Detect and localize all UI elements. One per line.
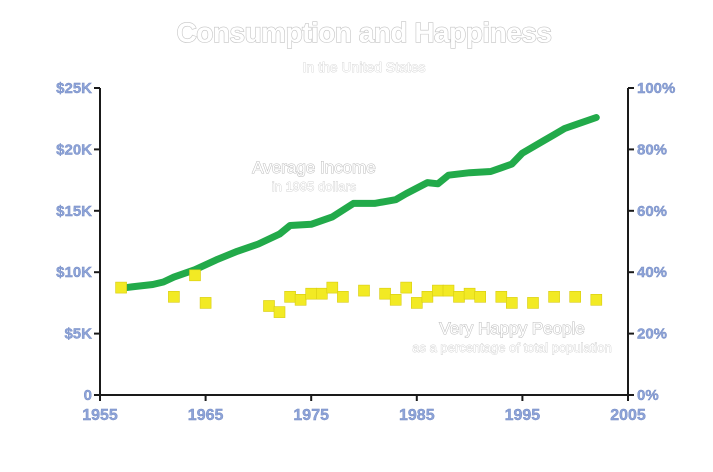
income-series-sublabel: in 1995 dollars [272,179,357,194]
happy-data-point [505,297,518,309]
x-axis-tick-label: 1985 [399,407,435,424]
happy-data-point [337,290,349,303]
x-axis-tick-label: 2005 [610,407,646,424]
happy-data-point [442,284,455,297]
right-axis-tick-label: 40% [637,264,667,281]
x-axis-tick-label: 1975 [293,407,329,424]
happy-data-point [453,290,465,303]
income-series-label: Average Income [252,158,375,177]
left-axis-tick-label: 0 [84,387,92,404]
right-axis-tick-label: 60% [637,203,667,220]
right-axis-tick-label: 0% [637,387,659,404]
happy-data-point [379,287,391,300]
right-axis-tick-label: 80% [637,141,667,158]
happy-data-point [463,287,476,300]
happy-data-point [326,281,339,294]
happy-data-point [400,281,413,294]
happy-data-point [548,290,560,303]
happy-data-point [590,293,603,306]
axes [94,87,634,401]
happy-data-point [432,284,444,297]
happy-data-point [168,290,180,303]
chart-subtitle: In the United States [303,59,426,75]
plot-area [115,114,603,318]
happy-data-point [410,297,423,309]
left-axis-tick-label: $20K [56,141,92,158]
x-axis-tick-label: 1965 [188,407,224,424]
happy-data-point [421,290,434,303]
happy-data-point [474,290,487,303]
happy-data-point [273,306,286,318]
left-axis-tick-label: $10K [56,264,92,281]
happy-data-point [294,293,307,306]
happy-data-point [189,269,201,282]
happy-series-label: Very Happy People [439,319,585,338]
happy-data-point [358,284,370,297]
happy-series-sublabel: as a percentage of total population [412,340,611,355]
happy-data-point [527,297,539,309]
x-axis-tick-label: 1995 [505,407,541,424]
happy-data-point [495,290,508,303]
left-axis-tick-label: $15K [56,203,92,220]
x-axis-tick-label: 1955 [82,407,118,424]
left-axis-tick-label: $5K [64,326,92,343]
happy-data-point [389,293,402,306]
right-axis-tick-label: 100% [637,80,675,97]
happy-data-point [284,290,296,303]
tick-labels: 0 $5K $10K $15K $20K $25K 0% 20% 40% 60% 80% 100% 19… [56,80,676,424]
income-series-line [117,114,600,292]
right-axis-tick-label: 20% [637,326,667,343]
happy-data-point [115,281,127,294]
happy-data-point [263,300,275,312]
chart-title: Consumption and Happiness [177,17,552,48]
happy-data-point [569,290,582,303]
left-axis-tick-label: $25K [56,80,92,97]
happy-data-point [305,287,318,300]
happy-data-point [315,287,328,300]
happy-data-point [199,297,212,309]
